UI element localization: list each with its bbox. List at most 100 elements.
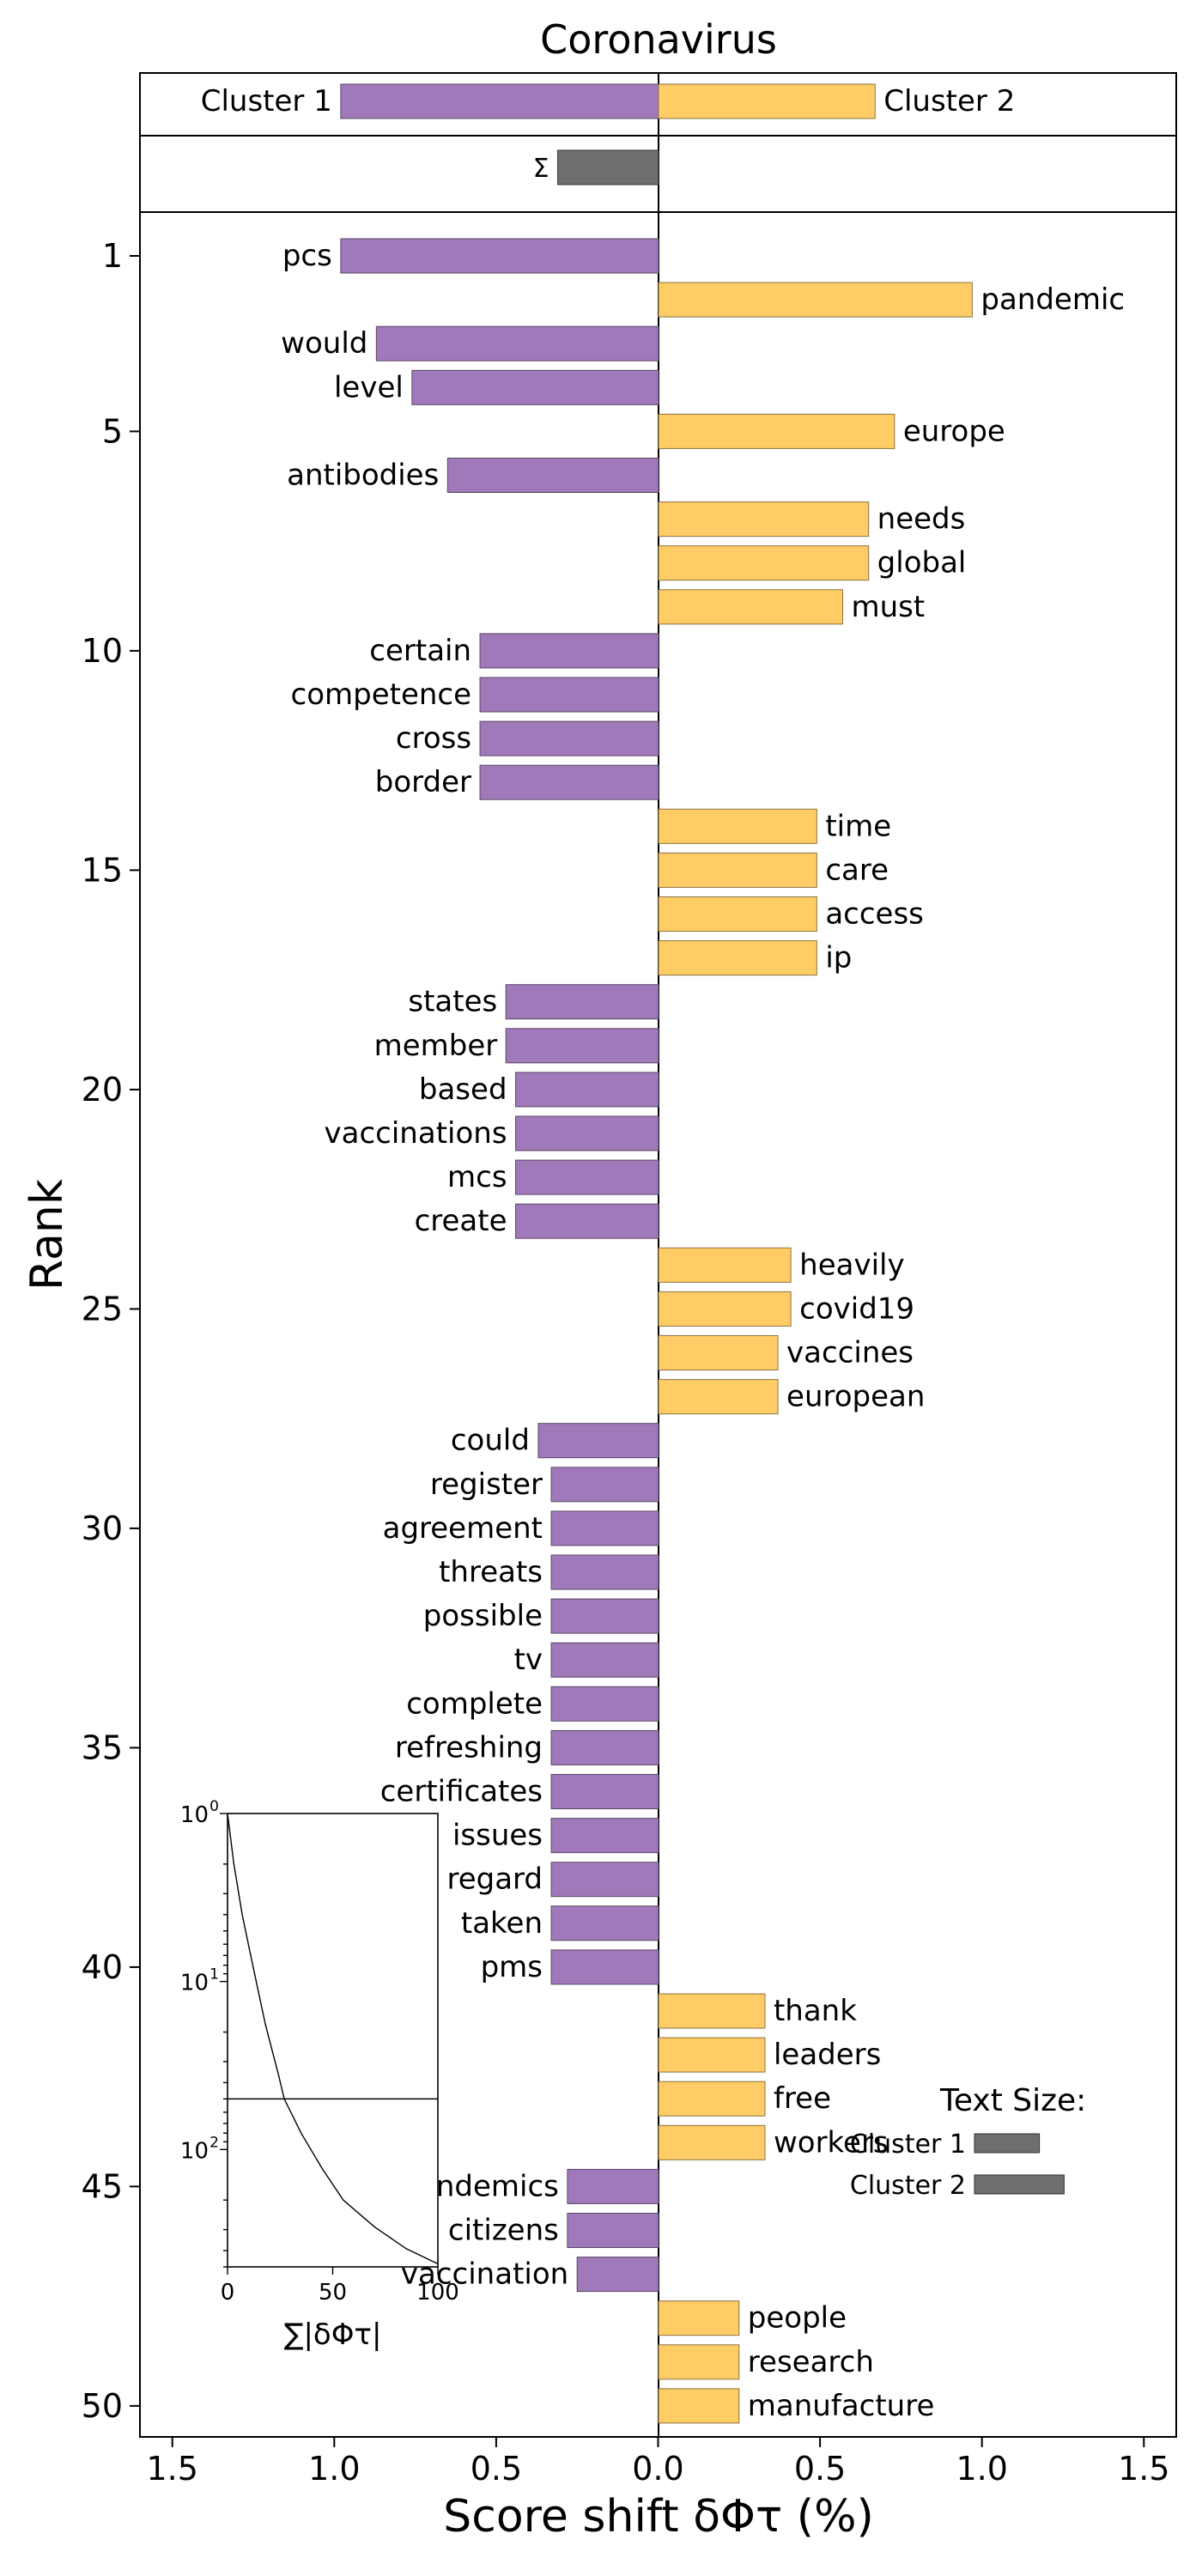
- word-bar-47: [576, 2257, 659, 2293]
- word-bar-5-label: europe: [903, 414, 1005, 448]
- word-bar-35-label: refreshing: [395, 1730, 543, 1765]
- x-tick-label: 1.0: [956, 2450, 1007, 2488]
- word-bar-12-label: cross: [396, 721, 471, 756]
- word-bar-39: [550, 1905, 659, 1941]
- summary-bar-cluster1: [340, 83, 659, 119]
- summary-bar-cluster2: [658, 83, 876, 119]
- summary-bar-sum: [557, 149, 659, 185]
- word-bar-24: [658, 1247, 792, 1283]
- y-tick-label: 10: [82, 632, 123, 670]
- word-bar-43-label: free: [774, 2081, 831, 2116]
- word-bar-41: [658, 1993, 766, 2029]
- y-tick-label: 20: [82, 1071, 123, 1109]
- inset-y-tick-label: 10: [180, 1802, 209, 1828]
- word-bar-38-label: regard: [446, 1862, 543, 1897]
- word-bar-46: [567, 2213, 659, 2248]
- word-bar-37: [550, 1818, 659, 1854]
- word-bar-26: [658, 1335, 779, 1370]
- inset-y-tick-exponent: 2: [209, 2134, 219, 2151]
- word-bar-23-label: create: [415, 1204, 507, 1238]
- word-bar-4: [411, 369, 659, 405]
- word-bar-11-label: competence: [291, 677, 472, 712]
- word-bar-43: [658, 2081, 766, 2117]
- word-bar-6: [446, 458, 659, 493]
- y-tick-label: 50: [82, 2387, 123, 2425]
- word-bar-42: [658, 2037, 766, 2073]
- word-bar-24-label: heavily: [799, 1248, 904, 1282]
- word-bar-29-label: register: [430, 1467, 543, 1502]
- text-size-legend-label: Cluster 2: [850, 2171, 966, 2201]
- word-bar-10: [479, 633, 659, 669]
- word-bar-33-label: tv: [514, 1643, 543, 1677]
- text-size-legend-swatch: [974, 2174, 1065, 2195]
- word-bar-1: [340, 238, 659, 274]
- word-bar-32: [550, 1598, 659, 1634]
- cumulative-inset: 10 010 110 20 50 100∑|δΦτ|: [180, 1798, 459, 2352]
- word-bar-9: [658, 589, 843, 625]
- word-bar-28-label: could: [451, 1424, 530, 1458]
- word-bar-38: [550, 1862, 659, 1898]
- word-bar-48: [658, 2300, 740, 2336]
- word-bar-2-label: pandemic: [980, 283, 1125, 317]
- word-bar-36-label: certificates: [380, 1775, 543, 1809]
- word-bar-27: [658, 1379, 779, 1415]
- word-bar-17-label: ip: [825, 941, 852, 975]
- inset-y-tick-label: 10: [180, 2138, 209, 2164]
- word-bar-20: [515, 1072, 659, 1108]
- y-axis-label: Rank: [21, 1179, 73, 1291]
- word-bar-49-label: research: [748, 2345, 874, 2379]
- word-bar-32-label: possible: [423, 1599, 543, 1633]
- word-bar-41-label: thank: [774, 1994, 857, 2028]
- word-bar-40-label: pms: [481, 1950, 543, 1984]
- y-tick-label: 45: [82, 2167, 123, 2205]
- x-tick-label: 0.0: [632, 2450, 683, 2488]
- word-bar-26-label: vaccines: [786, 1336, 914, 1370]
- y-tick-label: 40: [82, 1948, 123, 1986]
- x-tick-label: 1.0: [308, 2450, 360, 2488]
- y-tick-label: 5: [102, 412, 123, 450]
- word-bar-31: [550, 1554, 659, 1590]
- inset-x-tick-label: 100: [416, 2280, 459, 2306]
- y-tick-label: 15: [82, 851, 123, 889]
- word-bar-15: [658, 852, 817, 888]
- inset-y-tick-exponent: 0: [209, 1798, 219, 1815]
- main-bars: pcs pandemic would level europe antibodies nee…: [139, 211, 1177, 2438]
- inset-y-tick-label: 10: [180, 1971, 209, 1996]
- inset-cumulative-curve: [227, 1813, 439, 2265]
- word-bar-1-label: pcs: [282, 239, 332, 273]
- word-bar-22-label: mcs: [447, 1160, 507, 1194]
- word-bar-7-label: needs: [877, 502, 966, 537]
- summary-bar-cluster2-label: Cluster 2: [883, 84, 1015, 118]
- word-bar-50: [658, 2388, 740, 2424]
- word-bar-44: [658, 2124, 766, 2160]
- word-bar-34-label: complete: [406, 1686, 543, 1721]
- inset-x-label: ∑|δΦτ|: [284, 2318, 382, 2352]
- word-bar-16-label: access: [825, 897, 924, 932]
- word-bar-18: [505, 984, 659, 1020]
- word-bar-11: [479, 677, 659, 713]
- word-bar-45: [567, 2168, 659, 2204]
- text-size-legend-swatch: [974, 2133, 1041, 2154]
- y-tick-label: 30: [82, 1510, 123, 1547]
- word-bar-36: [550, 1774, 659, 1809]
- x-tick-label: 1.5: [147, 2450, 198, 2488]
- word-bar-27-label: european: [786, 1380, 925, 1414]
- x-tick-label: 1.5: [1118, 2450, 1169, 2488]
- y-tick-label: 35: [82, 1728, 123, 1766]
- word-bar-25: [658, 1291, 792, 1327]
- word-bar-48-label: people: [748, 2301, 847, 2336]
- word-bar-30-label: agreement: [383, 1511, 543, 1546]
- word-bar-20-label: based: [419, 1072, 507, 1107]
- word-bar-18-label: states: [408, 985, 497, 1019]
- word-bar-13: [479, 764, 659, 800]
- word-bar-34: [550, 1686, 659, 1722]
- word-bar-3: [375, 325, 659, 361]
- word-bar-29: [550, 1467, 659, 1503]
- inset-y-tick-exponent: 1: [209, 1966, 219, 1984]
- word-bar-14: [658, 808, 817, 844]
- text-size-legend-title: Text Size:: [939, 2083, 1086, 2118]
- word-bar-37-label: issues: [452, 1819, 543, 1853]
- word-bar-19-label: member: [374, 1029, 498, 1063]
- word-bar-5: [658, 413, 895, 449]
